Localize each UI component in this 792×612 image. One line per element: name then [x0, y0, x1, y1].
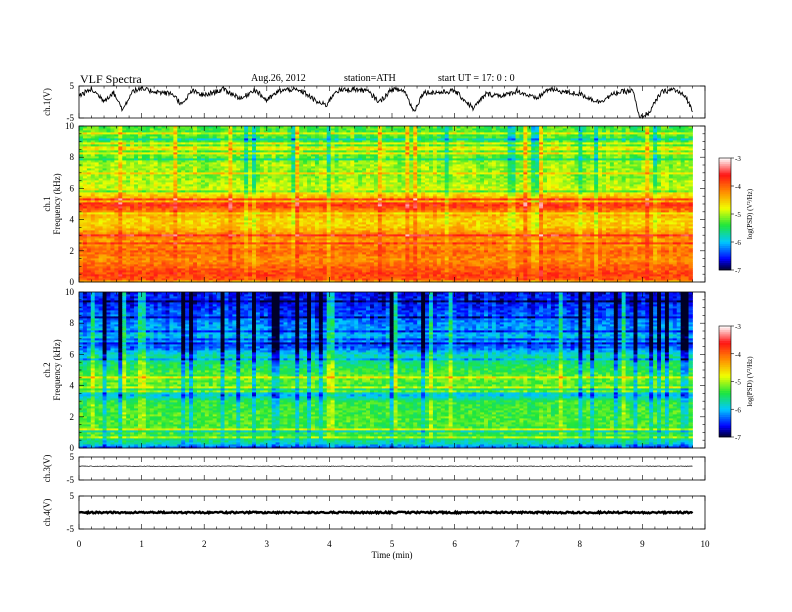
ch4-waveform-line — [78, 509, 694, 516]
panel-3-axes: 0 2 4 6 8 10 ch.2 Frequency (kHz) — [42, 287, 706, 453]
y-axis-label: ch.1 — [42, 196, 52, 211]
y-tick-label: -5 — [67, 113, 75, 123]
y-tick-label: 8 — [70, 318, 75, 328]
colorbar-tick-label: -6 — [735, 406, 741, 414]
y-tick-label: 4 — [70, 381, 75, 391]
ch3-waveform-line — [78, 465, 693, 467]
y-tick-label: 6 — [70, 183, 75, 193]
y-axis-label: ch.4(V) — [42, 499, 52, 527]
colorbar-tick-label: -7 — [735, 267, 741, 275]
start-time-label: start UT = 17: 0 : 0 — [438, 73, 515, 84]
colorbar-tick-label: -6 — [735, 239, 741, 247]
ch2-spectrogram — [79, 292, 693, 449]
panel-4-axes: 5 -5 ch.3(V) — [42, 452, 706, 485]
ch1-colorbar: -3 -4 -5 -6 -7 log(PSD) (V²/Hz) — [718, 155, 754, 275]
y-tick-label: 2 — [70, 246, 75, 256]
colorbar-tick-label: -7 — [735, 434, 741, 442]
x-tick-label: 8 — [578, 539, 583, 549]
y-tick-label: 0 — [70, 277, 75, 287]
x-tick-label: 7 — [515, 539, 520, 549]
x-tick-label: 10 — [701, 539, 711, 549]
y-axis-label: Frequency (kHz) — [52, 339, 62, 400]
y-tick-label: 10 — [65, 287, 75, 297]
y-tick-label: 0 — [70, 443, 75, 453]
ch1-spectrogram — [79, 126, 693, 283]
y-tick-label: 2 — [70, 412, 75, 422]
x-tick-label: 5 — [390, 539, 395, 549]
panel-5-axes: 5 -5 ch.4(V) — [42, 491, 706, 534]
x-tick-label: 2 — [202, 539, 207, 549]
y-axis-label: ch.1(V) — [42, 88, 52, 116]
y-tick-label: 5 — [70, 491, 75, 501]
x-axis-label: Time (min) — [372, 550, 413, 560]
ch2-colorbar: -3 -4 -5 -6 -7 log(PSD) (V²/Hz) — [718, 323, 754, 442]
colorbar-tick-label: -5 — [735, 379, 741, 387]
y-tick-label: 8 — [70, 152, 75, 162]
ch1-waveform-line — [78, 85, 693, 120]
panel-2-axes: 0 2 4 6 8 10 ch.1 Frequency (kHz) — [42, 121, 706, 287]
y-axis-label: Frequency (kHz) — [52, 173, 62, 234]
y-axis-label: ch.2 — [42, 362, 52, 377]
x-tick-label: 4 — [327, 539, 332, 549]
y-tick-label: 5 — [70, 452, 75, 462]
date-label: Aug.26, 2012 — [251, 73, 306, 84]
colorbar-label: log(PSD) (V²/Hz) — [746, 356, 754, 407]
colorbar-label: log(PSD) (V²/Hz) — [746, 188, 754, 239]
colorbar-tick-label: -5 — [735, 211, 741, 219]
x-tick-label: 0 — [77, 539, 82, 549]
colorbar-tick-label: -3 — [735, 323, 741, 331]
y-tick-label: -5 — [67, 475, 75, 485]
y-axis-label: ch.3(V) — [42, 455, 52, 483]
station-label: station=ATH — [344, 73, 396, 84]
y-tick-label: 6 — [70, 349, 75, 359]
colorbar-tick-label: -3 — [735, 155, 741, 163]
chart-title: VLF Spectra — [80, 72, 142, 87]
panel-1-axes: 5 -5 ch.1(V) — [42, 81, 706, 123]
y-tick-label: 4 — [70, 215, 75, 225]
y-tick-label: 5 — [70, 81, 75, 91]
x-tick-label: 9 — [640, 539, 645, 549]
x-tick-label: 1 — [139, 539, 144, 549]
x-tick-label: 3 — [265, 539, 270, 549]
colorbar-tick-label: -4 — [735, 183, 741, 191]
x-tick-label: 6 — [452, 539, 457, 549]
y-tick-label: 10 — [65, 121, 75, 131]
colorbar-tick-label: -4 — [735, 351, 741, 359]
y-tick-label: -5 — [67, 524, 75, 534]
